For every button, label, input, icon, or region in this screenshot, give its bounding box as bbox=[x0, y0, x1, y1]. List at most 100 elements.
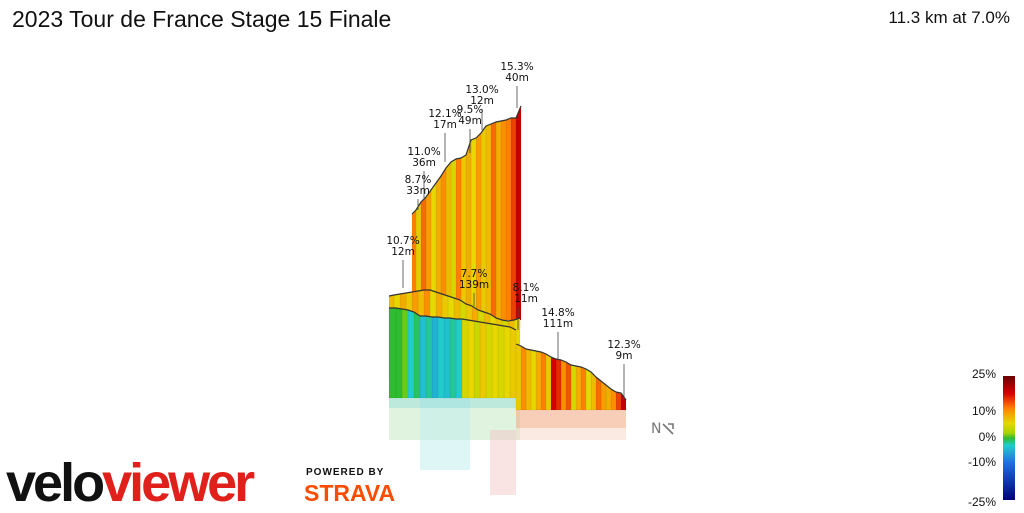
gradient-legend: 25% 10% 0% -10% -25% bbox=[968, 367, 1015, 509]
profile-segment bbox=[615, 391, 622, 411]
profile-segment bbox=[585, 368, 592, 411]
profile-segment bbox=[443, 317, 451, 399]
profile-segment bbox=[570, 364, 577, 411]
strava-logo: STRAVA bbox=[304, 480, 396, 506]
legend-tick-label: -25% bbox=[968, 495, 996, 509]
annotation-gradient: 13.0% bbox=[465, 84, 498, 96]
profile-segment bbox=[595, 376, 602, 411]
annotation-length: 9m bbox=[616, 350, 633, 362]
annotation-gradient: 7.7% bbox=[461, 268, 488, 280]
annotation-gradient: 11.0% bbox=[407, 146, 440, 158]
profile-segment bbox=[473, 320, 481, 399]
profile-segment bbox=[401, 308, 409, 399]
climb-summary: 11.3 km at 7.0% bbox=[888, 8, 1010, 27]
annotation-length: 11m bbox=[514, 293, 538, 305]
profile-shadow bbox=[389, 320, 626, 495]
annotation-gradient: 14.8% bbox=[541, 307, 574, 319]
profile-segment bbox=[490, 121, 497, 321]
profile-segment bbox=[431, 316, 439, 399]
profile-outline-line bbox=[388, 289, 521, 322]
profile-segment bbox=[575, 365, 582, 411]
north-label: N bbox=[651, 421, 661, 437]
profile-segment bbox=[503, 325, 511, 399]
profile-segment bbox=[455, 157, 462, 321]
profile-segment bbox=[485, 322, 493, 399]
profile-segment bbox=[600, 380, 607, 411]
legend-tick-label: 0% bbox=[979, 430, 997, 444]
profile-segment bbox=[525, 348, 532, 411]
profile-segment bbox=[413, 311, 421, 399]
annotation-gradient: 9.5% bbox=[457, 104, 484, 116]
profile-shadow-band bbox=[389, 398, 516, 408]
profile-segment bbox=[505, 117, 512, 321]
profile-segment bbox=[460, 154, 467, 321]
annotation-length: 12m bbox=[391, 246, 415, 258]
annotation-length: 49m bbox=[458, 115, 482, 127]
profile-segments bbox=[388, 105, 627, 411]
profile-segment bbox=[449, 317, 457, 399]
profile-segment bbox=[500, 119, 507, 321]
annotation-gradient: 12.1% bbox=[428, 108, 461, 120]
profile-segment bbox=[470, 137, 477, 321]
profile-segment bbox=[437, 316, 445, 399]
profile-reflection bbox=[516, 405, 626, 440]
profile-segment bbox=[520, 345, 527, 411]
profile-segment bbox=[515, 343, 522, 411]
profile-segment bbox=[425, 315, 433, 399]
annotation-gradient: 12.3% bbox=[607, 339, 640, 351]
veloviewer-logo: veloviewer bbox=[6, 453, 255, 513]
profile-outline-line bbox=[389, 307, 517, 331]
legend-tick-label: 10% bbox=[972, 404, 996, 418]
annotation-length: 12m bbox=[470, 95, 494, 107]
profile-segment bbox=[540, 351, 547, 411]
gradient-legend-labels: 25% 10% 0% -10% -25% bbox=[968, 367, 996, 509]
legend-tick-label: -10% bbox=[968, 455, 996, 469]
profile-outline-line bbox=[515, 343, 627, 401]
annotation-length: 36m bbox=[412, 157, 436, 169]
powered-by-label: POWERED BY bbox=[306, 467, 385, 478]
profile-segment bbox=[395, 307, 403, 399]
profile-segment bbox=[530, 349, 537, 411]
north-arrow-icon: N bbox=[651, 421, 674, 437]
gradient-annotations: 15.3%40m13.0%12m9.5%49m12.1%17m11.0%36m8… bbox=[386, 61, 641, 398]
profile-segment bbox=[461, 318, 469, 399]
annotation-gradient: 10.7% bbox=[386, 235, 419, 247]
profile-segment bbox=[419, 315, 427, 399]
annotation-gradient: 8.1% bbox=[513, 282, 540, 294]
profile-segment bbox=[479, 321, 487, 399]
profile-segment bbox=[590, 371, 597, 411]
profile-segment bbox=[555, 358, 562, 411]
profile-segment bbox=[545, 353, 552, 411]
profile-shadow-band bbox=[516, 410, 626, 428]
profile-outline-line bbox=[411, 105, 522, 215]
profile-segment bbox=[475, 132, 482, 321]
profile-segment bbox=[565, 361, 572, 411]
annotation-gradient: 8.7% bbox=[405, 174, 432, 186]
profile-segment bbox=[580, 366, 587, 411]
profile-segment bbox=[455, 318, 463, 399]
profile-segment bbox=[497, 324, 505, 399]
profile-segment bbox=[550, 356, 557, 411]
profile-segment bbox=[495, 120, 502, 321]
gradient-legend-bar bbox=[1003, 376, 1015, 500]
profile-segment bbox=[560, 359, 567, 411]
chart-title: 2023 Tour de France Stage 15 Finale bbox=[12, 6, 392, 32]
profile-segment bbox=[388, 307, 397, 399]
profile-reflection bbox=[490, 430, 516, 495]
profile-reflection bbox=[420, 395, 470, 470]
legend-tick-label: 25% bbox=[972, 367, 996, 381]
profile-outline bbox=[388, 105, 627, 401]
profile-segment bbox=[509, 326, 517, 399]
profile-segment bbox=[450, 158, 457, 321]
profile-segment bbox=[407, 309, 415, 399]
annotation-length: 33m bbox=[406, 185, 430, 197]
annotation-length: 139m bbox=[459, 279, 489, 291]
profile-segment bbox=[491, 323, 499, 399]
profile-segment bbox=[467, 319, 475, 399]
profile-segment bbox=[535, 350, 542, 411]
annotation-length: 111m bbox=[543, 318, 573, 330]
profile-segment bbox=[465, 139, 472, 321]
annotation-gradient: 15.3% bbox=[500, 61, 533, 73]
annotation-length: 40m bbox=[505, 72, 529, 84]
